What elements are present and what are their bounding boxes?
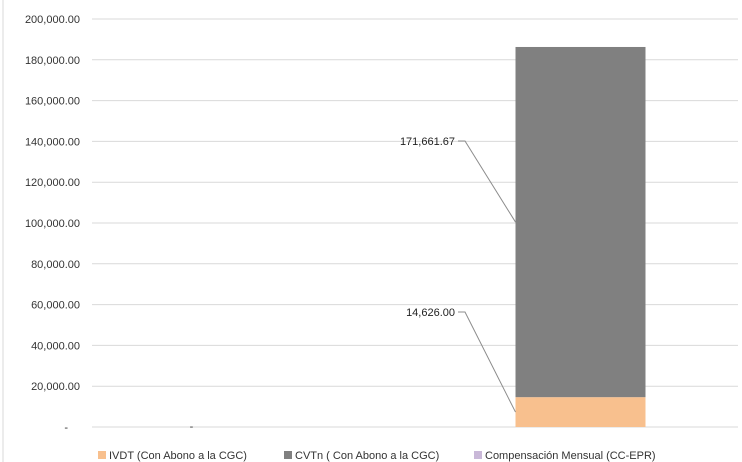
bar-segment xyxy=(515,397,646,427)
legend-label: CVTn ( Con Abono a la CGC) xyxy=(295,450,439,462)
data-label: 14,626.00 xyxy=(406,307,455,319)
y-tick-label: 80,000.00 xyxy=(31,259,80,271)
y-tick-label: - xyxy=(64,422,68,434)
leader-line xyxy=(458,311,516,413)
legend-swatch xyxy=(284,451,292,459)
bars: - xyxy=(190,46,646,433)
y-tick-label: 180,000.00 xyxy=(25,55,80,67)
leader-line xyxy=(458,140,516,223)
legend-label: IVDT (Con Abono a la CGC) xyxy=(109,450,247,462)
bar-segment xyxy=(515,46,646,398)
legend-swatch xyxy=(98,451,106,459)
data-label: 171,661.67 xyxy=(400,136,455,148)
y-tick-label: 120,000.00 xyxy=(25,177,80,189)
legend-swatch xyxy=(474,451,482,459)
y-tick-label: 40,000.00 xyxy=(31,340,80,352)
zero-value-marker: - xyxy=(190,421,194,433)
y-tick-label: 160,000.00 xyxy=(25,96,80,108)
y-tick-label: 200,000.00 xyxy=(25,14,80,26)
legend: IVDT (Con Abono a la CGC) CVTn ( Con Abon… xyxy=(98,450,656,462)
y-tick-label: 140,000.00 xyxy=(25,136,80,148)
legend-label: Compensación Mensual (CC-EPR) xyxy=(485,450,656,462)
y-tick-label: 20,000.00 xyxy=(31,381,80,393)
y-tick-label: 60,000.00 xyxy=(31,300,80,312)
data-labels: 14,626.00 171,661.67 xyxy=(400,136,516,413)
y-tick-label: 100,000.00 xyxy=(25,218,80,230)
y-axis: - 20,000.00 40,000.00 60,000.00 80,000.00 100… xyxy=(25,14,80,434)
